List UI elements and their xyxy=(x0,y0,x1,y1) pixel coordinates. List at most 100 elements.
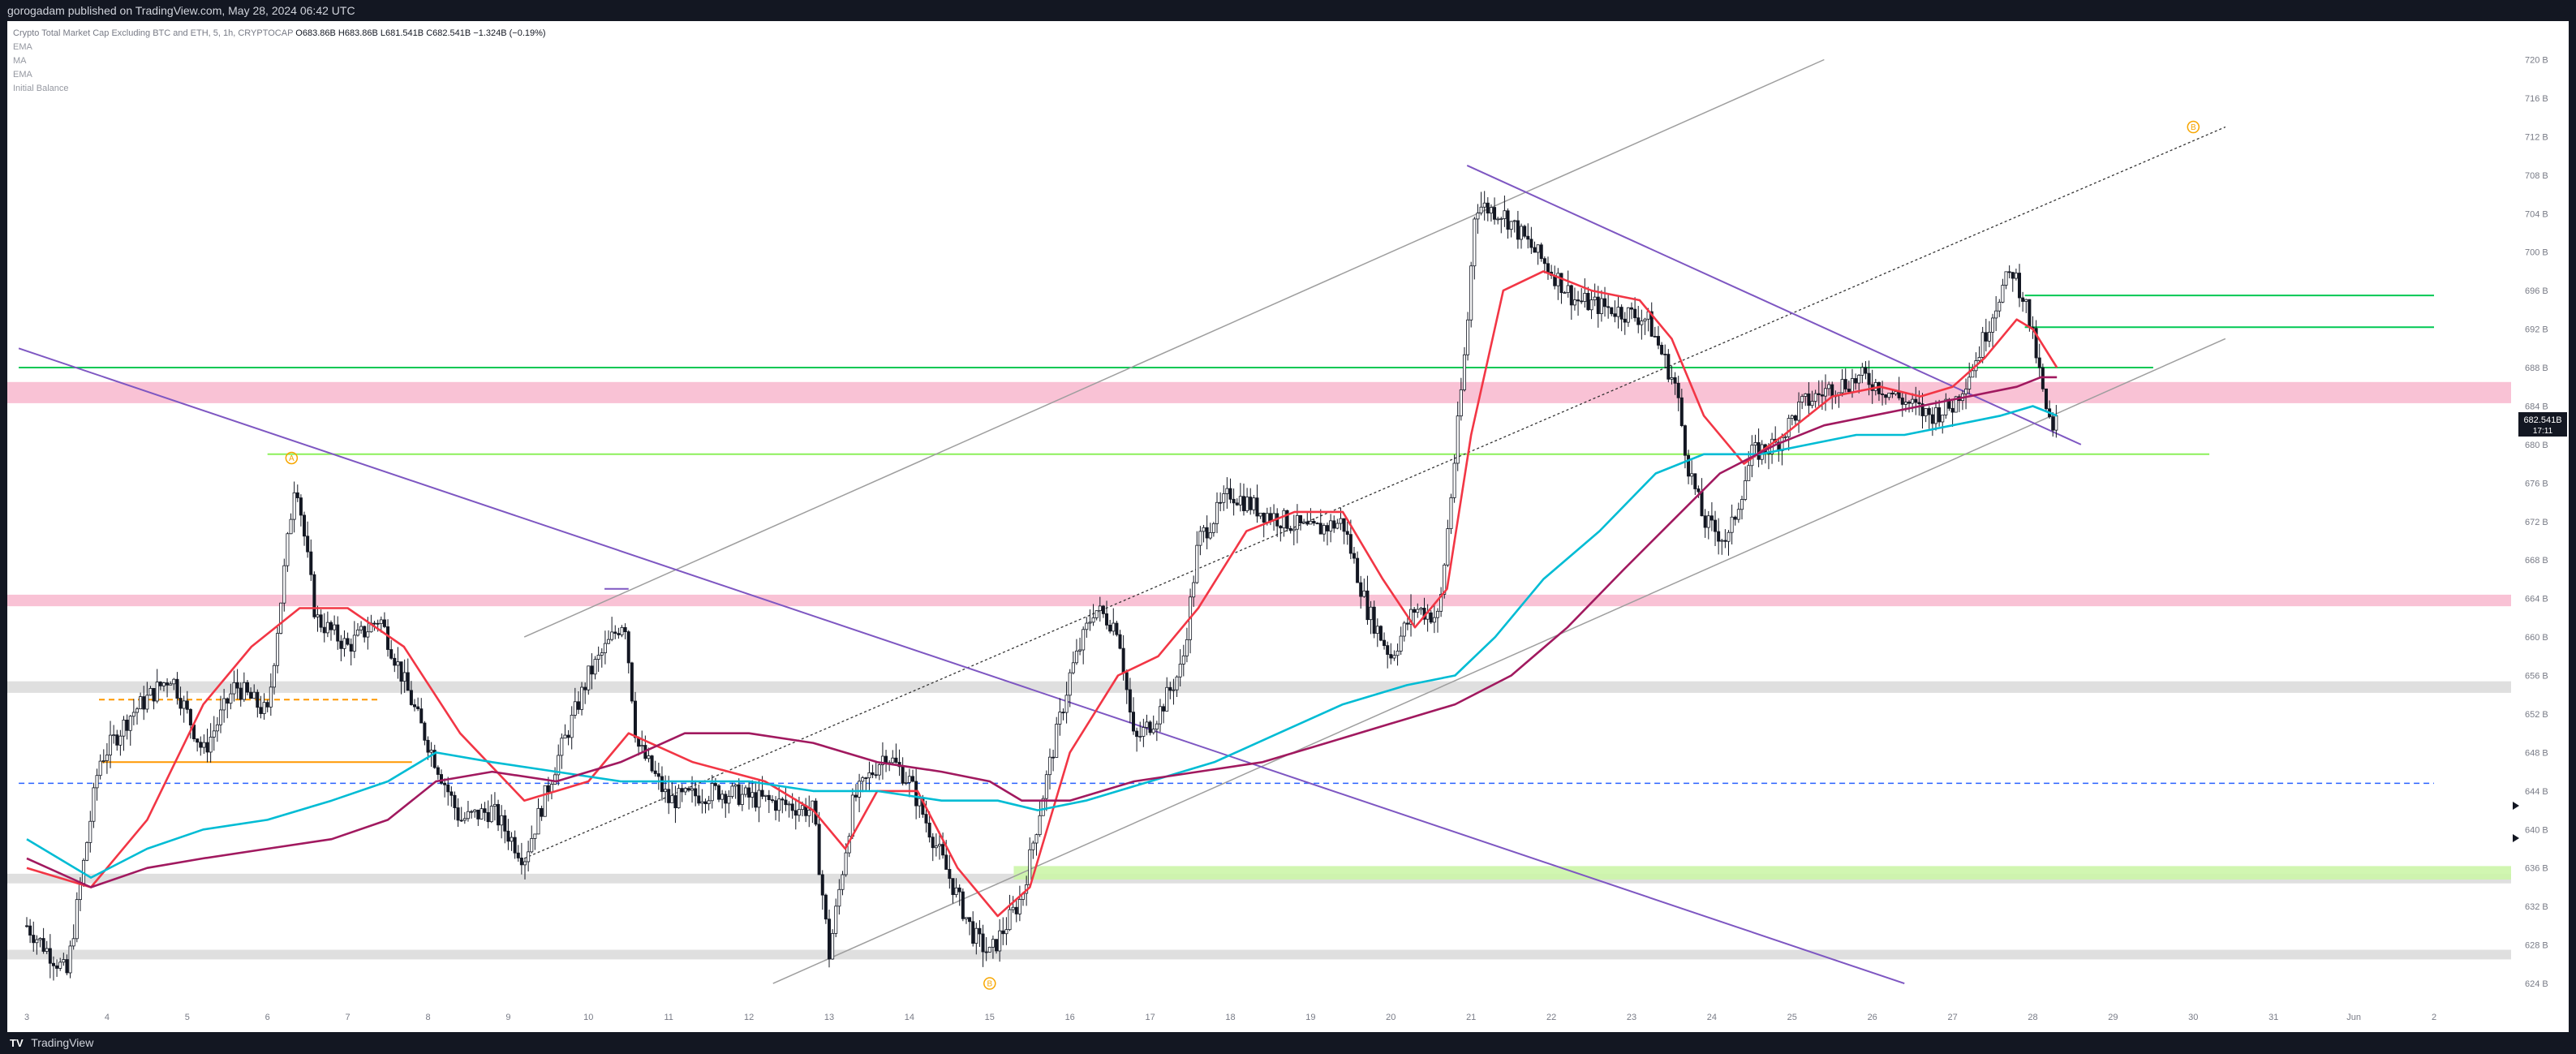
candle-body xyxy=(1539,244,1543,260)
candle-body xyxy=(1138,736,1142,738)
x-tick-label: 24 xyxy=(1707,1013,1717,1022)
wave-label-1: B xyxy=(987,980,992,989)
candle-body xyxy=(516,852,520,858)
candle-body xyxy=(713,783,717,786)
indicator-initial-balance[interactable]: Initial Balance xyxy=(13,84,69,93)
candle-body xyxy=(166,682,170,686)
candle-body xyxy=(1389,654,1393,659)
candle-body xyxy=(185,700,189,710)
footer-brand[interactable]: TradingView xyxy=(31,1036,94,1049)
candle-body xyxy=(677,788,681,809)
candle-body xyxy=(1924,408,1928,416)
candle-body xyxy=(1666,354,1671,380)
candle-body xyxy=(419,708,424,724)
indicator-ma[interactable]: MA xyxy=(13,56,27,66)
candle-body xyxy=(115,734,119,746)
wave-label-0: A xyxy=(289,454,295,463)
candle-body xyxy=(269,686,273,708)
candle-body xyxy=(1804,393,1808,397)
candle-body xyxy=(506,830,510,842)
candle-body xyxy=(272,665,276,688)
tradingview-logo-icon[interactable]: TV xyxy=(10,1037,24,1049)
y-tick-label: 664 B xyxy=(2525,595,2548,604)
price-badge: 682.541B 17:11 xyxy=(2518,412,2567,437)
candle-body xyxy=(1820,394,1824,397)
candle-body xyxy=(78,883,82,901)
candle-body xyxy=(355,629,359,636)
symbol-row[interactable]: Crypto Total Market Cap Excluding BTC an… xyxy=(13,27,546,41)
x-tick-label: 2 xyxy=(2432,1013,2436,1022)
candle-body xyxy=(1202,527,1206,532)
candle-body xyxy=(393,657,397,666)
candle-body xyxy=(1900,398,1904,405)
candle-body xyxy=(1452,462,1456,498)
wave-labels-layer: A B B xyxy=(285,120,2200,990)
candle-body xyxy=(1241,496,1245,511)
candle-body xyxy=(1709,515,1714,521)
candle-body xyxy=(1285,510,1289,529)
y-tick-label: 680 B xyxy=(2525,441,2548,450)
candle-body xyxy=(613,631,617,635)
candle-body xyxy=(55,965,59,969)
candle-body xyxy=(1211,523,1215,533)
candle-body xyxy=(904,781,908,784)
candle-body xyxy=(1235,502,1239,505)
candle-body xyxy=(1797,402,1801,421)
candle-body xyxy=(724,794,728,804)
candle-body xyxy=(316,614,320,617)
candle-body xyxy=(446,784,450,793)
candle-body xyxy=(1416,609,1420,613)
candle-body xyxy=(991,939,995,948)
candle-body xyxy=(1185,639,1189,656)
candle-body xyxy=(245,682,249,693)
candle-body xyxy=(1208,531,1212,539)
candle-body xyxy=(1245,497,1249,511)
candle-body xyxy=(1687,454,1691,477)
x-tick-label: 12 xyxy=(744,1013,754,1022)
candle-body xyxy=(2014,273,2018,279)
candle-body xyxy=(995,939,999,952)
y-tick-label: 684 B xyxy=(2525,402,2548,411)
indicator-ema-slow[interactable]: EMA xyxy=(13,70,32,80)
candle-body xyxy=(931,837,935,849)
candle-body xyxy=(1790,415,1794,419)
candle-body xyxy=(28,925,32,936)
candle-body xyxy=(1757,442,1761,460)
candle-body xyxy=(607,639,611,644)
candle-body xyxy=(1121,647,1125,673)
candle-body xyxy=(1105,613,1109,626)
candle-body xyxy=(570,714,574,738)
price-chart[interactable]: A B B 720 B 716 B 712 B 708 B 704 B 700 B 696 B 6… xyxy=(7,21,2569,1032)
candle-body xyxy=(1596,296,1600,315)
candle-body xyxy=(1061,712,1065,714)
candle-body xyxy=(894,757,898,763)
candle-body xyxy=(346,638,350,645)
candle-body xyxy=(647,755,651,759)
candle-body xyxy=(1670,377,1674,380)
candle-body xyxy=(1192,582,1196,598)
candle-body xyxy=(309,551,313,575)
candle-body xyxy=(784,799,788,806)
candle-body xyxy=(1536,244,1540,253)
y-tick-label: 720 B xyxy=(2525,56,2548,66)
candle-body xyxy=(1706,515,1710,528)
candle-body xyxy=(1258,512,1262,517)
candle-body xyxy=(2028,299,2032,328)
candle-body xyxy=(359,626,363,630)
left-frame xyxy=(0,21,7,1032)
candle-body xyxy=(620,626,624,635)
candle-body xyxy=(1520,226,1524,240)
scroll-arrows[interactable] xyxy=(2513,802,2519,842)
candle-body xyxy=(580,686,584,710)
x-tick-label: 21 xyxy=(1466,1013,1476,1022)
candle-body xyxy=(476,809,480,820)
candle-body xyxy=(1954,396,1958,413)
candle-body xyxy=(1405,622,1409,625)
candle-body xyxy=(1723,540,1727,542)
candle-body xyxy=(1964,389,1968,394)
zone-4 xyxy=(7,949,2511,960)
y-tick-label: 668 B xyxy=(2525,556,2548,566)
indicator-ema-fast[interactable]: EMA xyxy=(13,42,32,52)
candle-body xyxy=(473,809,477,812)
candle-body xyxy=(1930,414,1934,424)
